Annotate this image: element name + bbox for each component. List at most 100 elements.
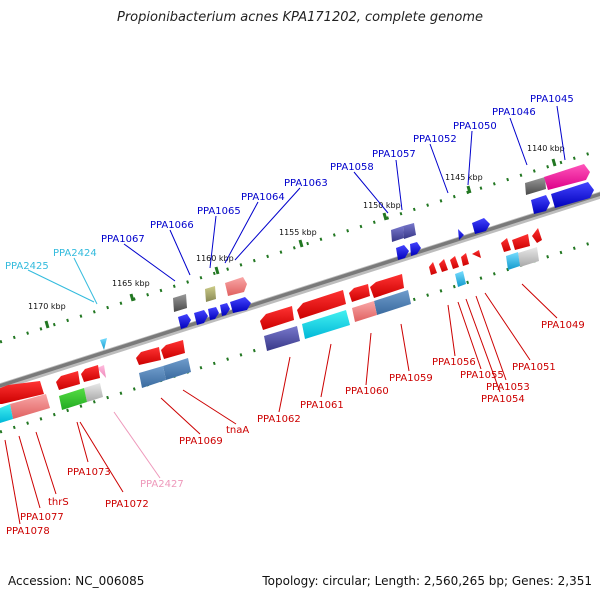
rna-feature[interactable]	[455, 271, 466, 287]
leader-line	[4, 439, 21, 525]
gene-label[interactable]: PPA1052	[413, 134, 457, 145]
gene-label[interactable]: tnaA	[226, 425, 249, 436]
gene-label[interactable]: PPA1069	[179, 436, 223, 447]
gene-arrow[interactable]	[429, 262, 437, 275]
gene-label[interactable]: PPA2425	[5, 261, 49, 272]
leader-line	[457, 301, 482, 370]
leader-line	[160, 397, 201, 435]
scale-label: 1165 kbp	[112, 279, 150, 288]
rna-feature[interactable]	[97, 365, 106, 378]
gene-arrow[interactable]	[439, 259, 448, 272]
genome-backbone	[0, 191, 600, 391]
gene-arrow[interactable]	[410, 242, 421, 256]
gene-label[interactable]: PPA1057	[372, 149, 416, 160]
gene-arrow[interactable]	[297, 290, 346, 319]
gene-arrow[interactable]	[349, 284, 370, 302]
gene-arrow[interactable]	[163, 358, 191, 380]
gene-arrow[interactable]	[302, 310, 350, 339]
gene-arrow[interactable]	[225, 277, 247, 296]
gene-label[interactable]: PPA1049	[541, 320, 585, 331]
gene-label[interactable]: PPA1072	[105, 499, 149, 510]
gene-label[interactable]: PPA1056	[432, 357, 476, 368]
scale-label: 1160 kbp	[196, 254, 234, 263]
rna-reverse-leader-lines	[113, 411, 161, 479]
gene-label[interactable]: PPA1045	[530, 94, 574, 105]
gene-arrow[interactable]	[544, 164, 590, 190]
gene-arrow[interactable]	[205, 286, 216, 302]
gene-arrow[interactable]	[59, 388, 87, 410]
forward-gene-labels: PPA1045 PPA1046 PPA1050 PPA1052 PPA1057 …	[5, 94, 574, 272]
gene-arrow[interactable]	[230, 297, 251, 313]
major-tick	[44, 320, 50, 329]
gene-label[interactable]: PPA1065	[197, 206, 241, 217]
gene-arrow[interactable]	[525, 177, 546, 195]
gene-label[interactable]: PPA1053	[486, 382, 530, 393]
reverse-strand-genes	[0, 228, 542, 423]
gene-arrow[interactable]	[136, 347, 161, 365]
gene-arrow[interactable]	[161, 340, 185, 359]
gene-arrow[interactable]	[139, 366, 166, 388]
gene-arrow[interactable]	[501, 238, 511, 252]
gene-label[interactable]: PPA1067	[101, 234, 145, 245]
gene-arrow[interactable]	[173, 294, 187, 312]
gene-label[interactable]: PPA1050	[453, 121, 497, 132]
gene-label[interactable]: PPA1066	[150, 220, 194, 231]
gene-arrow[interactable]	[532, 228, 542, 243]
gene-label[interactable]: PPA2424	[53, 248, 97, 259]
gene-label[interactable]: PPA1064	[241, 192, 285, 203]
gene-arrow[interactable]	[403, 223, 416, 239]
gene-arrow[interactable]	[370, 274, 404, 298]
gene-label[interactable]: PPA1062	[257, 414, 301, 425]
gene-label[interactable]: PPA1054	[481, 394, 525, 405]
gene-label[interactable]: PPA2427	[140, 479, 184, 490]
major-tick	[466, 185, 472, 194]
gene-arrow[interactable]	[551, 182, 594, 208]
genome-summary: Topology: circular; Length: 2,560,265 bp…	[262, 574, 592, 588]
gene-label[interactable]: PPA1046	[492, 107, 536, 118]
gene-arrow[interactable]	[512, 234, 530, 250]
gene-arrow[interactable]	[220, 303, 230, 316]
gene-label[interactable]: PPA1061	[300, 400, 344, 411]
gene-label[interactable]: PPA1073	[67, 467, 111, 478]
gene-arrow[interactable]	[260, 306, 294, 330]
gene-arrow[interactable]	[391, 226, 404, 242]
gene-arrow[interactable]	[56, 371, 80, 390]
gene-arrow[interactable]	[472, 250, 481, 258]
gene-arrow[interactable]	[458, 229, 464, 240]
gene-arrow[interactable]	[178, 314, 191, 329]
rna-feature[interactable]	[100, 338, 107, 350]
gene-arrow[interactable]	[0, 404, 13, 423]
gene-label[interactable]: PPA1055	[460, 370, 504, 381]
gene-label[interactable]: PPA1060	[345, 386, 389, 397]
major-tick	[298, 239, 304, 248]
leader-line	[278, 356, 291, 413]
gene-arrow[interactable]	[461, 253, 469, 266]
gene-label[interactable]: PPA1058	[330, 162, 374, 173]
gene-arrow[interactable]	[531, 195, 550, 214]
gene-arrow[interactable]	[506, 252, 520, 270]
gene-label[interactable]: thrS	[48, 497, 69, 508]
gene-label[interactable]: PPA1059	[389, 373, 433, 384]
gene-arrow[interactable]	[374, 290, 411, 315]
gene-label[interactable]: PPA1078	[6, 526, 50, 537]
gene-label[interactable]: PPA1051	[512, 362, 556, 373]
scale-label: 1140 kbp	[527, 144, 565, 153]
gene-arrow[interactable]	[194, 310, 208, 325]
gene-arrow[interactable]	[352, 301, 377, 322]
gene-label[interactable]: PPA1077	[20, 512, 64, 523]
gene-arrow[interactable]	[472, 218, 490, 234]
gene-label[interactable]: PPA1063	[284, 178, 328, 189]
gene-arrow[interactable]	[264, 326, 300, 351]
gene-arrow[interactable]	[84, 383, 103, 402]
gene-arrow[interactable]	[81, 365, 100, 382]
gene-arrow[interactable]	[208, 307, 219, 320]
leader-line	[467, 130, 473, 186]
gene-arrow[interactable]	[518, 247, 539, 267]
gene-arrow[interactable]	[10, 394, 50, 419]
gene-arrow[interactable]	[0, 381, 44, 404]
gene-arrow[interactable]	[396, 245, 409, 260]
gene-arrow[interactable]	[450, 256, 459, 269]
leader-line	[209, 215, 217, 269]
leader-line	[509, 117, 528, 166]
